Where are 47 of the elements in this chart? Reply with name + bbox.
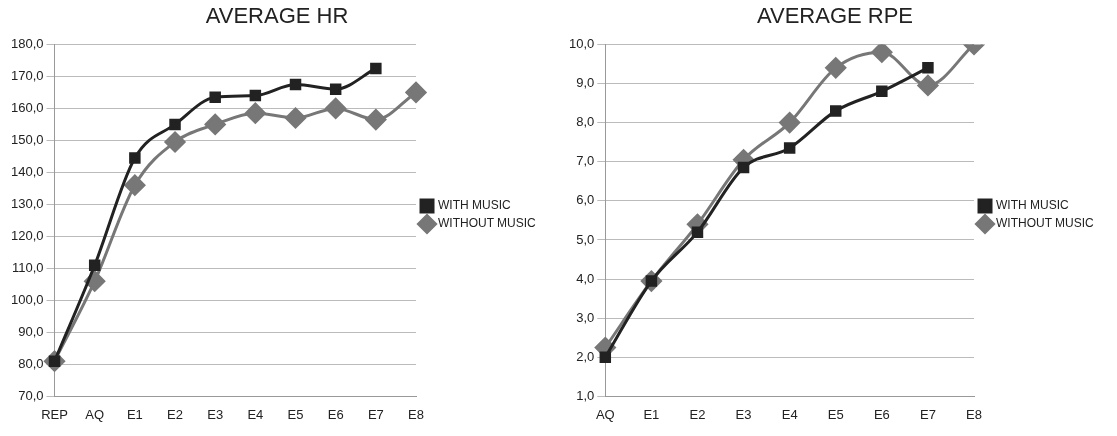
x-tick-label: E2 (167, 406, 183, 422)
y-tick-label: 70,0 (18, 387, 44, 403)
x-tick-label: E3 (207, 406, 224, 422)
x-tick-label: E8 (408, 406, 424, 422)
y-tick-label: 150,0 (10, 131, 44, 147)
x-tick-label: E4 (247, 406, 264, 422)
chart-title: AVERAGE HR (205, 3, 349, 29)
y-tick-label: 110,0 (11, 259, 44, 275)
x-tick-label: E2 (689, 406, 706, 422)
x-tick-label: E3 (735, 406, 752, 422)
y-tick-label: 2,0 (576, 348, 595, 364)
x-tick-label: E5 (827, 406, 844, 422)
y-tick-label: 100,0 (10, 291, 44, 307)
y-tick-label: 130,0 (10, 195, 44, 211)
y-tick-label: 7,0 (576, 153, 595, 169)
legend-label: WITH MUSIC (996, 198, 1069, 213)
y-tick-label: 160,0 (10, 99, 44, 115)
y-tick-label: 8,0 (576, 114, 595, 130)
x-tick-label: E5 (287, 406, 304, 422)
y-tick-label: 170,0 (10, 67, 44, 83)
y-tick-label: 5,0 (576, 231, 595, 247)
y-tick-label: 1,0 (576, 387, 595, 403)
x-tick-label: E4 (781, 406, 798, 422)
x-tick-label: REP (41, 406, 68, 422)
y-tick-label: 3,0 (576, 309, 595, 325)
y-tick-label: 9,0 (576, 75, 595, 91)
x-tick-label: E6 (327, 406, 344, 422)
x-tick-label: E1 (643, 406, 660, 422)
legend-label: WITHOUT MUSIC (996, 216, 1095, 231)
x-tick-label: E1 (126, 406, 143, 422)
y-tick-label: 90,0 (18, 323, 44, 339)
y-tick-label: 10,0 (568, 35, 595, 51)
y-tick-label: 80,0 (18, 355, 44, 371)
y-tick-label: 140,0 (10, 163, 44, 179)
legend-label: WITHOUT MUSIC (438, 216, 537, 231)
y-tick-label: 4,0 (576, 270, 595, 286)
y-tick-label: 6,0 (576, 192, 595, 208)
x-tick-label: E7 (367, 406, 384, 422)
y-tick-label: 120,0 (10, 227, 44, 243)
x-tick-label: AQ (595, 406, 615, 422)
y-tick-label: 180,0 (10, 35, 44, 51)
x-tick-label: E7 (919, 406, 936, 422)
x-tick-label: E8 (966, 406, 982, 422)
x-tick-label: AQ (85, 406, 105, 422)
chart-title: AVERAGE RPE (756, 3, 914, 29)
legend-label: WITH MUSIC (438, 198, 511, 213)
x-tick-label: E6 (873, 406, 890, 422)
